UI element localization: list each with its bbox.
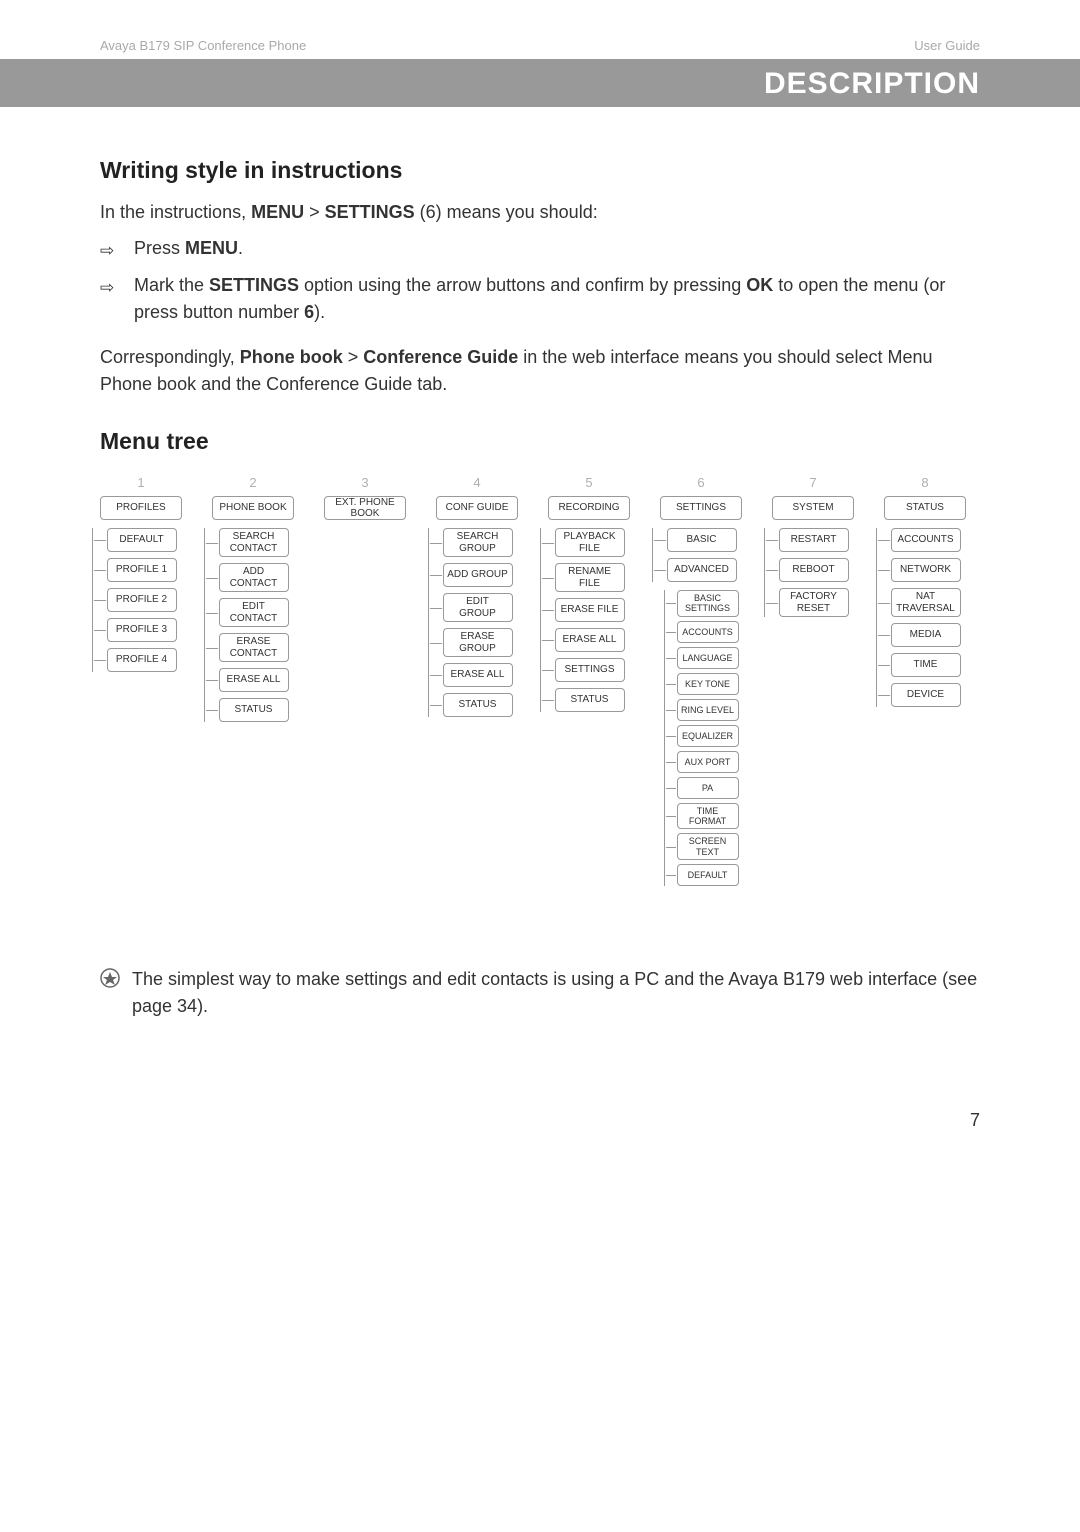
tree-subnode: EQUALIZER: [677, 725, 739, 747]
tree-subnode: PA: [677, 777, 739, 799]
tree-node: ERASE GROUP: [443, 628, 513, 657]
tree-subnode: AUX PORT: [677, 751, 739, 773]
doc-title-right: User Guide: [914, 38, 980, 53]
column-number: 5: [585, 475, 592, 490]
tree-node-top: PHONE BOOK: [212, 496, 294, 520]
column-number: 3: [361, 475, 368, 490]
column-number: 7: [809, 475, 816, 490]
tree-node: DEVICE: [891, 683, 961, 707]
tree-subnode: DEFAULT: [677, 864, 739, 886]
tree-subtree: BASIC SETTINGS ACCOUNTS LANGUAGE KEY TONE RI…: [664, 590, 739, 886]
tree-node: DEFAULT: [107, 528, 177, 552]
tree-subnode: ACCOUNTS: [677, 621, 739, 643]
tree-children: SEARCH CONTACT ADD CONTACT EDIT CONTACT ERA…: [204, 528, 289, 722]
step-2: ⇨ Mark the SETTINGS option using the arr…: [100, 272, 980, 326]
tree-node: ADD GROUP: [443, 563, 513, 587]
page-banner: DESCRIPTION: [0, 59, 1080, 107]
tree-node: SEARCH GROUP: [443, 528, 513, 557]
page-number: 7: [0, 1020, 1080, 1171]
tree-node-top: PROFILES: [100, 496, 182, 520]
column-number: 1: [137, 475, 144, 490]
tree-node: EDIT GROUP: [443, 593, 513, 622]
tree-node-top: RECORDING: [548, 496, 630, 520]
tree-node-top: EXT. PHONE BOOK: [324, 496, 406, 520]
column-number: 6: [697, 475, 704, 490]
tree-children: RESTART REBOOT FACTORY RESET: [764, 528, 849, 617]
tree-node: STATUS: [219, 698, 289, 722]
tree-subnode: BASIC SETTINGS: [677, 590, 739, 617]
tree-children: ACCOUNTS NETWORK NAT TRAVERSAL MEDIA TIME DEV…: [876, 528, 961, 707]
tree-node: ERASE ALL: [219, 668, 289, 692]
tree-node: SEARCH CONTACT: [219, 528, 289, 557]
doc-title-left: Avaya B179 SIP Conference Phone: [100, 38, 306, 53]
tree-node: PROFILE 4: [107, 648, 177, 672]
tree-node: ADD CONTACT: [219, 563, 289, 592]
tree-node: FACTORY RESET: [779, 588, 849, 617]
tree-node: ERASE FILE: [555, 598, 625, 622]
tree-children: PLAYBACK FILE RENAME FILE ERASE FILE ERASE …: [540, 528, 625, 712]
tip-row: The simplest way to make settings and ed…: [100, 966, 980, 1020]
tree-node: RESTART: [779, 528, 849, 552]
tree-subnode: KEY TONE: [677, 673, 739, 695]
tree-node-top: SYSTEM: [772, 496, 854, 520]
tree-node: SETTINGS: [555, 658, 625, 682]
tree-column: 8 STATUS ACCOUNTS NETWORK NAT TRAVERSAL MEDIA…: [884, 475, 966, 707]
tree-node: ERASE ALL: [555, 628, 625, 652]
tree-node: ERASE ALL: [443, 663, 513, 687]
tree-node: STATUS: [555, 688, 625, 712]
tree-column: 2 PHONE BOOK SEARCH CONTACT ADD CONTACT EDIT…: [212, 475, 294, 722]
arrow-icon: ⇨: [100, 238, 114, 264]
tree-column: 4 CONF GUIDE SEARCH GROUP ADD GROUP EDIT GRO…: [436, 475, 518, 717]
tree-node: ERASE CONTACT: [219, 633, 289, 662]
intro-line: In the instructions, MENU > SETTINGS (6)…: [100, 202, 980, 223]
tree-node: STATUS: [443, 693, 513, 717]
tree-node: PLAYBACK FILE: [555, 528, 625, 557]
column-number: 2: [249, 475, 256, 490]
tip-text: The simplest way to make settings and ed…: [132, 966, 980, 1020]
tree-node: PROFILE 3: [107, 618, 177, 642]
tree-node: NETWORK: [891, 558, 961, 582]
tree-node: PROFILE 1: [107, 558, 177, 582]
menu-tree-diagram: 1 PROFILES DEFAULT PROFILE 1 PROFILE 2 PROFIL…: [100, 475, 980, 886]
tree-node: BASIC: [667, 528, 737, 552]
tree-node: REBOOT: [779, 558, 849, 582]
tree-children: DEFAULT PROFILE 1 PROFILE 2 PROFILE 3 PROFIL…: [92, 528, 177, 672]
arrow-icon: ⇨: [100, 275, 114, 301]
tree-node: MEDIA: [891, 623, 961, 647]
tree-children: BASIC ADVANCED: [652, 528, 737, 582]
tree-column: 3 EXT. PHONE BOOK: [324, 475, 406, 528]
tree-column: 1 PROFILES DEFAULT PROFILE 1 PROFILE 2 PROFIL…: [100, 475, 182, 672]
tree-node: NAT TRAVERSAL: [891, 588, 961, 617]
column-number: 8: [921, 475, 928, 490]
tree-subnode: TIME FORMAT: [677, 803, 739, 830]
tree-node-top: CONF GUIDE: [436, 496, 518, 520]
tree-column: 7 SYSTEM RESTART REBOOT FACTORY RESET: [772, 475, 854, 617]
tree-node: RENAME FILE: [555, 563, 625, 592]
tree-node: EDIT CONTACT: [219, 598, 289, 627]
tree-node: ACCOUNTS: [891, 528, 961, 552]
tree-column: 6 SETTINGS BASIC ADVANCED BASIC SETTINGS ACCO…: [660, 475, 742, 886]
tree-node: TIME: [891, 653, 961, 677]
tree-node-top: STATUS: [884, 496, 966, 520]
tree-node-top: SETTINGS: [660, 496, 742, 520]
tree-subnode: RING LEVEL: [677, 699, 739, 721]
menutree-title: Menu tree: [100, 428, 980, 455]
tree-node: PROFILE 2: [107, 588, 177, 612]
correspondingly-para: Correspondingly, Phone book > Conference…: [100, 344, 980, 398]
tree-subnode: LANGUAGE: [677, 647, 739, 669]
step-1: ⇨ Press MENU.: [100, 235, 980, 262]
column-number: 4: [473, 475, 480, 490]
section-title: Writing style in instructions: [100, 157, 980, 184]
tip-icon: [100, 968, 120, 988]
tree-node: ADVANCED: [667, 558, 737, 582]
tree-column: 5 RECORDING PLAYBACK FILE RENAME FILE ERASE …: [548, 475, 630, 712]
tree-subnode: SCREEN TEXT: [677, 833, 739, 860]
tree-children: SEARCH GROUP ADD GROUP EDIT GROUP ERASE GRO…: [428, 528, 513, 717]
